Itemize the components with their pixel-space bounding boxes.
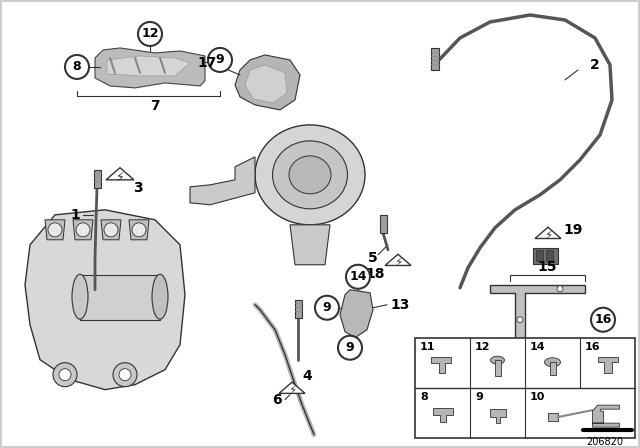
Text: 11: 11 [420,342,435,352]
Circle shape [517,317,523,323]
Text: ⚡: ⚡ [288,384,296,397]
Text: 8: 8 [73,60,81,73]
Circle shape [132,223,146,237]
Bar [550,362,556,375]
Ellipse shape [152,274,168,319]
Ellipse shape [255,125,365,225]
Circle shape [53,363,77,387]
Circle shape [48,223,62,237]
Text: 14: 14 [530,342,546,352]
Circle shape [591,308,615,332]
Text: 2: 2 [590,58,600,72]
Polygon shape [535,227,561,238]
Bar [80,275,160,320]
Text: 12: 12 [141,27,159,40]
Polygon shape [129,220,149,240]
Bar [495,360,500,376]
Text: 19: 19 [563,223,582,237]
Ellipse shape [490,356,504,364]
Circle shape [138,22,162,46]
Polygon shape [593,405,620,427]
Circle shape [104,223,118,237]
Text: ⚡: ⚡ [394,256,402,269]
Text: 13: 13 [390,298,410,312]
Text: 9: 9 [216,53,224,66]
Ellipse shape [273,141,348,209]
Text: 14: 14 [349,270,367,283]
Text: 18: 18 [365,267,385,281]
Text: 3: 3 [133,181,143,195]
Text: 206820: 206820 [586,437,623,447]
Circle shape [59,369,71,381]
Circle shape [76,223,90,237]
Text: 9: 9 [323,301,332,314]
Polygon shape [107,56,190,76]
Polygon shape [290,225,330,265]
Circle shape [113,363,137,387]
Circle shape [65,55,89,79]
Text: 1: 1 [70,208,80,222]
Bar [94,170,101,188]
Polygon shape [190,157,255,205]
Polygon shape [490,409,506,423]
Text: 16: 16 [585,342,600,352]
Text: 4: 4 [302,369,312,383]
Circle shape [346,265,370,289]
Polygon shape [45,220,65,240]
Polygon shape [73,220,93,240]
Text: ⚡: ⚡ [116,170,124,183]
Polygon shape [95,48,205,88]
Polygon shape [433,408,452,422]
Polygon shape [101,220,121,240]
Bar [295,300,302,318]
Text: 7: 7 [150,99,160,113]
Text: 15: 15 [537,260,557,274]
Ellipse shape [289,156,331,194]
Circle shape [315,296,339,320]
Polygon shape [235,55,300,110]
Polygon shape [25,210,185,390]
Polygon shape [279,382,305,393]
Ellipse shape [72,274,88,319]
Bar [536,250,543,261]
Polygon shape [340,290,373,338]
Polygon shape [598,357,618,373]
Polygon shape [385,254,411,266]
Circle shape [119,369,131,381]
Polygon shape [245,65,287,103]
Polygon shape [106,168,134,180]
Circle shape [338,336,362,360]
Text: 10: 10 [530,392,545,402]
Text: 12: 12 [475,342,490,352]
Bar [415,338,635,438]
Text: 5: 5 [368,251,378,265]
Text: 9: 9 [346,341,355,354]
Polygon shape [431,357,451,373]
Text: 9: 9 [475,392,483,402]
Circle shape [208,48,232,72]
Ellipse shape [545,358,561,367]
Text: ⚡: ⚡ [544,229,552,242]
Bar [431,48,439,70]
Bar [546,250,553,261]
Bar [533,248,558,264]
Bar [380,215,387,233]
Text: 8: 8 [420,392,428,402]
Circle shape [557,286,563,292]
Bar [547,413,557,421]
Polygon shape [490,285,585,340]
Text: 16: 16 [595,313,612,326]
Text: 17: 17 [198,56,217,70]
Text: 6: 6 [273,392,282,407]
